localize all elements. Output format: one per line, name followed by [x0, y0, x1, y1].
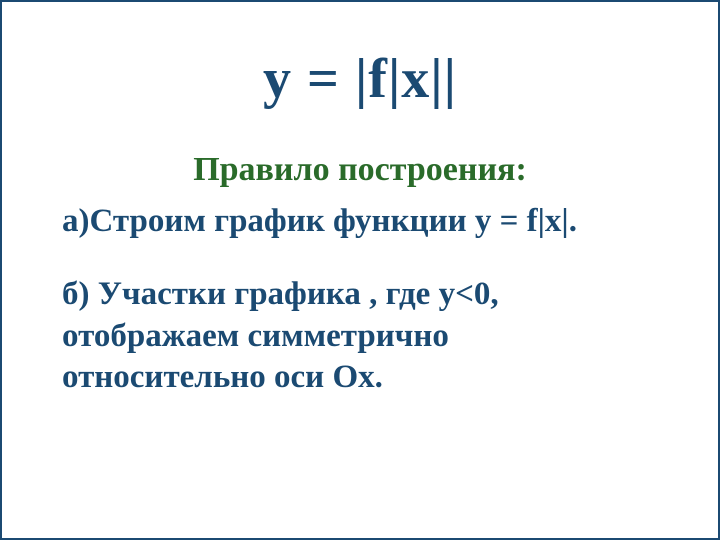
point-a: а)Строим график функции y = f|x|.	[62, 201, 658, 242]
slide-container: y = |f|x|| Правило построения: а)Строим …	[0, 0, 720, 540]
point-b: б) Участки графика , где y<0, отображаем…	[62, 274, 658, 398]
slide-title: y = |f|x||	[62, 47, 658, 111]
slide-subtitle: Правило построения:	[62, 151, 658, 189]
